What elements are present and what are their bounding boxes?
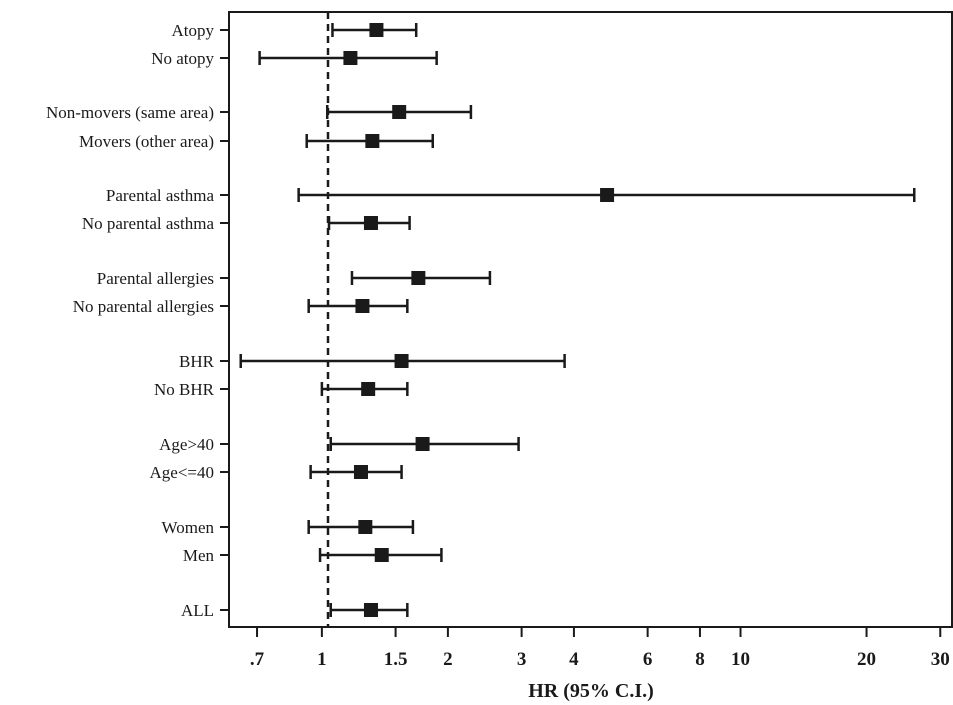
x-tick: 3: [517, 627, 527, 670]
forest-row: Age<=40: [150, 463, 403, 482]
hr-marker: [343, 51, 358, 65]
row-label: ALL: [181, 601, 214, 620]
forest-row: Parental asthma: [106, 186, 916, 205]
x-tick: 4: [569, 627, 579, 670]
x-tick: 1: [317, 627, 327, 670]
hr-marker: [355, 299, 370, 313]
forest-row: Men: [183, 546, 443, 565]
forest-row: ALL: [181, 601, 409, 620]
hr-marker: [392, 105, 407, 119]
hr-marker: [600, 188, 615, 202]
row-label: Men: [183, 546, 215, 565]
x-tick-label: 30: [931, 649, 950, 670]
row-label: No parental allergies: [73, 297, 214, 316]
row-label: Movers (other area): [79, 132, 214, 151]
row-label: Parental asthma: [106, 186, 215, 205]
x-tick-label: 10: [731, 649, 750, 670]
x-tick-label: 4: [569, 649, 579, 670]
x-tick-label: 3: [517, 649, 527, 670]
hr-marker: [411, 271, 426, 285]
row-label: No parental asthma: [82, 214, 215, 233]
x-tick: 10: [731, 627, 750, 670]
x-tick: 30: [931, 627, 950, 670]
hr-marker: [363, 603, 378, 617]
hr-marker: [374, 548, 389, 562]
forest-row: Women: [162, 518, 415, 537]
forest-row: Movers (other area): [79, 132, 434, 151]
x-tick: 8: [695, 627, 705, 670]
x-tick-label: 1: [317, 649, 327, 670]
forest-row: Age>40: [159, 435, 520, 454]
x-tick-label: 8: [695, 649, 705, 670]
x-tick: 20: [857, 627, 876, 670]
row-label: Non-movers (same area): [46, 103, 214, 122]
hr-marker: [361, 382, 376, 396]
hr-marker: [358, 520, 373, 534]
plot-frame: [228, 11, 953, 628]
x-tick: 2: [443, 627, 453, 670]
hr-marker: [353, 465, 368, 479]
forest-row: No parental allergies: [73, 297, 409, 316]
row-label: Women: [162, 518, 215, 537]
hr-marker: [394, 354, 409, 368]
row-label: Parental allergies: [97, 269, 214, 288]
row-label: BHR: [179, 352, 215, 371]
hr-marker: [369, 23, 384, 37]
x-tick: .7: [250, 627, 265, 670]
row-label: Age<=40: [150, 463, 215, 482]
forest-row: No BHR: [154, 380, 409, 399]
forest-row: No atopy: [151, 49, 438, 68]
x-axis-title: HR (95% C.I.): [528, 680, 654, 702]
forest-row: Atopy: [172, 21, 418, 40]
x-tick-label: .7: [250, 649, 265, 670]
hr-marker: [365, 134, 380, 148]
row-label: No atopy: [151, 49, 214, 68]
x-tick: 1.5: [384, 627, 408, 670]
forest-row: No parental asthma: [82, 214, 411, 233]
forest-row: Non-movers (same area): [46, 103, 473, 122]
row-label: Atopy: [172, 21, 215, 40]
forest-row: BHR: [179, 352, 566, 371]
x-tick-label: 6: [643, 649, 653, 670]
x-tick-label: 20: [857, 649, 876, 670]
x-tick-label: 1.5: [384, 649, 408, 670]
row-label: No BHR: [154, 380, 215, 399]
hr-marker: [363, 216, 378, 230]
x-tick-label: 2: [443, 649, 453, 670]
row-label: Age>40: [159, 435, 214, 454]
x-tick: 6: [643, 627, 653, 670]
forest-row: Parental allergies: [97, 269, 492, 288]
hr-marker: [415, 437, 430, 451]
